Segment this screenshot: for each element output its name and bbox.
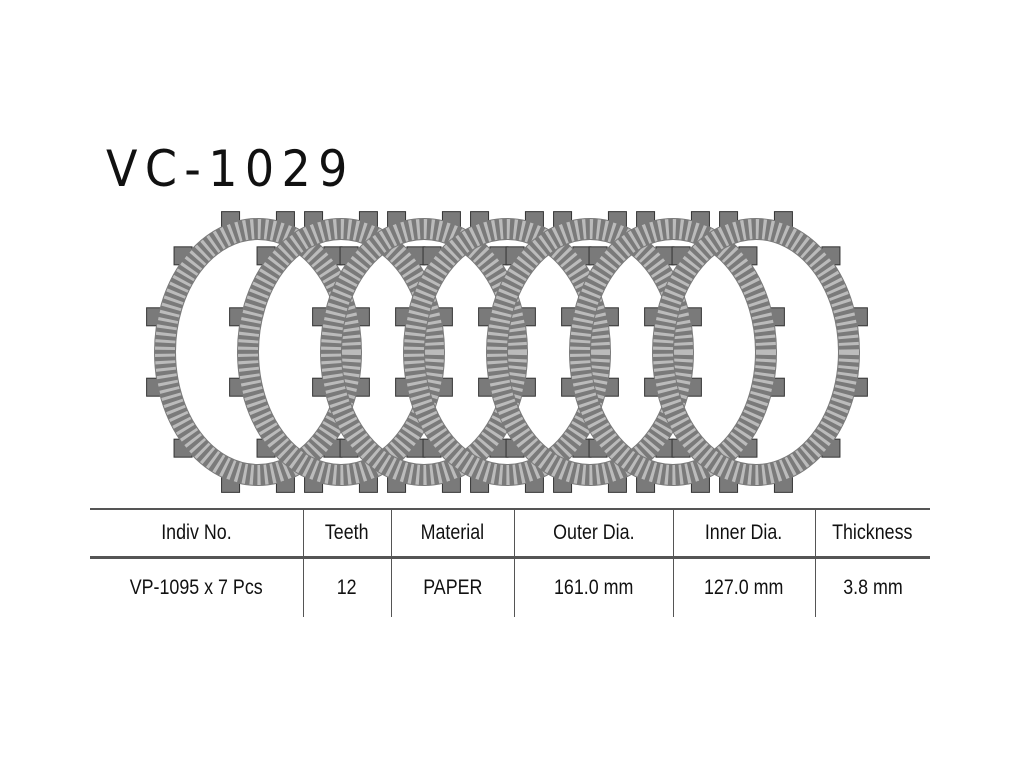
clutch-plate (146, 211, 370, 493)
header-teeth: Teeth (302, 508, 391, 559)
table-row: VP-1095 x 7 Pcs 12 PAPER 161.0 mm 127.0 … (90, 557, 930, 617)
cell-teeth: 12 (302, 557, 391, 617)
clutch-plate (478, 211, 702, 493)
cell-inner-dia: 127.0 mm (672, 557, 815, 617)
spec-table: Indiv No. Teeth Material Outer Dia. Inne… (90, 508, 930, 617)
header-thickness: Thickness (814, 508, 930, 559)
plate-friction-grooves (155, 219, 361, 485)
header-outer-dia: Outer Dia. (513, 508, 673, 559)
header-material: Material (390, 508, 514, 559)
plate-friction-grooves (404, 219, 610, 485)
cell-outer-dia: 161.0 mm (513, 557, 673, 617)
spec-header-row: Indiv No. Teeth Material Outer Dia. Inne… (90, 508, 930, 559)
product-code-title: VC-1029 (106, 140, 355, 198)
clutch-plate (561, 211, 785, 493)
header-inner-dia: Inner Dia. (672, 508, 815, 559)
cell-material: PAPER (390, 557, 514, 617)
cell-thickness: 3.8 mm (814, 557, 930, 617)
clutch-plates-image (146, 211, 868, 493)
clutch-plate (312, 211, 536, 493)
plate-friction-grooves (321, 219, 527, 485)
plate-friction-grooves (570, 219, 776, 485)
cell-indiv-no: VP-1095 x 7 Pcs (129, 575, 263, 599)
plate-friction-grooves (238, 219, 444, 485)
clutch-plate (644, 211, 868, 493)
header-indiv-no: Indiv No. (90, 508, 303, 559)
plate-friction-grooves (653, 219, 859, 485)
clutch-plate (395, 211, 619, 493)
clutch-plate (229, 211, 453, 493)
plate-friction-grooves (487, 219, 693, 485)
